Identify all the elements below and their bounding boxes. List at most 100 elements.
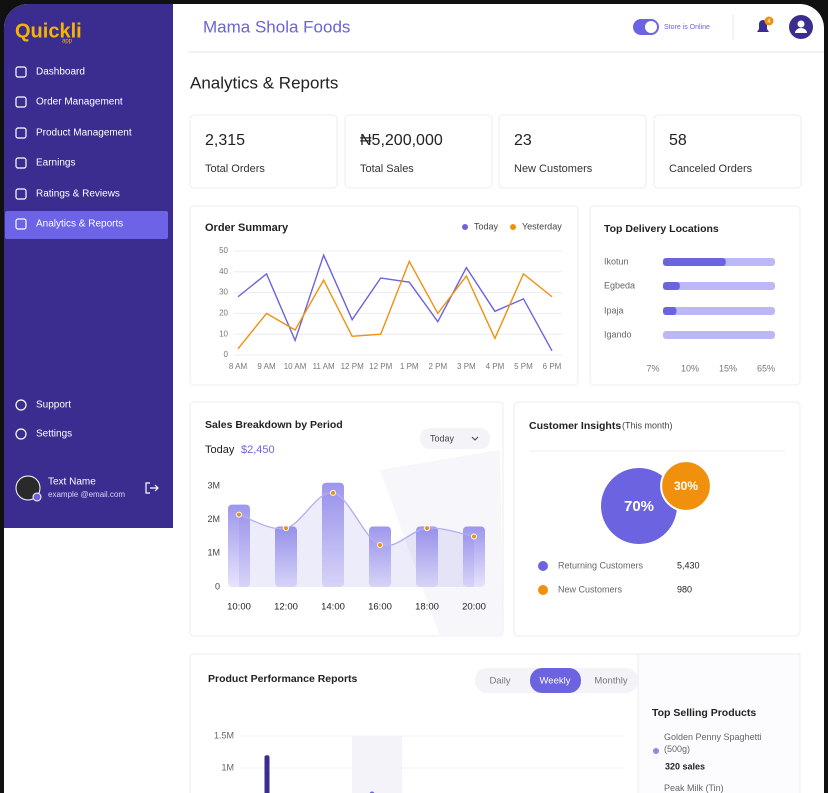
- menu-icon: [15, 188, 27, 200]
- x-tick-label: 11 AM: [313, 362, 335, 371]
- chart-subtitle: (This month): [622, 420, 673, 430]
- stat-value: ₦5,200,000: [360, 132, 443, 149]
- item-sales: 320 sales: [665, 761, 705, 771]
- item-dot: [653, 748, 659, 754]
- stat-card: [344, 114, 493, 189]
- menu-item[interactable]: Settings: [36, 429, 72, 440]
- stat-label: Total Sales: [360, 163, 414, 175]
- legend-dot: [538, 561, 548, 571]
- tab[interactable]: Daily: [489, 676, 510, 687]
- tab-active: [530, 668, 581, 693]
- x-tick-label: 12 PM: [369, 362, 392, 371]
- period-dropdown[interactable]: [420, 428, 490, 449]
- trend-dot: [330, 489, 336, 496]
- stat-value: 58: [669, 132, 687, 149]
- trend-dot: [471, 533, 477, 540]
- legend-label: Returning Customers: [558, 560, 644, 570]
- y-tick-label: 1M: [221, 762, 234, 772]
- verified-badge: [32, 492, 42, 502]
- stat-card: [653, 114, 802, 189]
- x-tick-label: 9 AM: [257, 362, 276, 371]
- chart-title: Product Performance Reports: [208, 673, 358, 685]
- period-total: $2,450: [241, 444, 275, 456]
- legend-dot: [538, 585, 548, 595]
- item-name: Peak Milk (Tin): [664, 783, 724, 793]
- delivery-card: [589, 205, 801, 386]
- x-tick-label: 14:00: [321, 602, 345, 613]
- menu-icon: [15, 157, 27, 169]
- x-tick-label: 15%: [719, 363, 737, 373]
- profile-body: [795, 28, 807, 33]
- user-name: Text Name: [48, 477, 96, 488]
- legend-label: New Customers: [558, 584, 623, 594]
- trend-dot: [377, 541, 383, 548]
- location-label: Ipaja: [604, 305, 624, 315]
- menu-item[interactable]: Earnings: [36, 158, 75, 169]
- bubble: [660, 460, 712, 512]
- bar: [228, 504, 250, 587]
- legend-dot: [462, 224, 468, 230]
- menu-icon: [15, 96, 27, 108]
- active-menu-bg: [5, 211, 168, 239]
- menu-icon: [15, 399, 27, 411]
- page-title: Analytics & Reports: [190, 73, 338, 92]
- location-label: Ikotun: [604, 256, 629, 266]
- trend-dot: [283, 525, 289, 532]
- x-tick-label: 3 PM: [457, 362, 476, 371]
- menu-item[interactable]: Product Management: [36, 128, 132, 139]
- stat-label: New Customers: [514, 163, 593, 175]
- menu-icon: [15, 428, 27, 440]
- x-tick-label: 10%: [681, 363, 699, 373]
- tab[interactable]: Weekly: [540, 676, 571, 687]
- bubble: [601, 468, 677, 544]
- y-tick-label: 50: [219, 246, 228, 255]
- stat-label: Total Orders: [205, 163, 265, 175]
- bar: [663, 258, 726, 266]
- x-tick-label: 18:00: [415, 602, 439, 613]
- menu-item[interactable]: Support: [36, 400, 71, 411]
- dropdown-chevron: [471, 436, 479, 441]
- y-tick-label: 10: [219, 329, 228, 338]
- y-tick-label: 30: [219, 288, 228, 297]
- menu-item[interactable]: Dashboard: [36, 67, 85, 78]
- x-tick-label: 10 AM: [284, 362, 307, 371]
- menu-item[interactable]: Ratings & Reviews: [36, 189, 120, 200]
- y-tick-label: 1.5M: [214, 730, 234, 740]
- bar: [463, 526, 485, 587]
- chart-title: Top Delivery Locations: [604, 223, 719, 235]
- y-tick-label: 0: [215, 581, 220, 591]
- decor-shape: [380, 450, 503, 636]
- toggle-knob: [645, 21, 657, 33]
- legend-label: Today: [474, 221, 499, 231]
- tab[interactable]: Monthly: [594, 676, 628, 687]
- menu-item[interactable]: Analytics & Reports: [36, 219, 123, 230]
- store-status: Store is Online: [664, 24, 710, 31]
- bar: [264, 755, 270, 793]
- menu-icon: [15, 66, 27, 78]
- menu-item[interactable]: Order Management: [36, 97, 123, 108]
- bar: [416, 526, 438, 587]
- store-name: Mama Shola Foods: [203, 17, 350, 36]
- period-label: Today: [205, 444, 235, 456]
- bar: [275, 526, 297, 587]
- legend-label: Yesterday: [522, 221, 562, 231]
- bar-track: [663, 282, 775, 290]
- y-tick-label: 20: [219, 309, 228, 318]
- trend-area: [239, 492, 474, 587]
- chart-title: Sales Breakdown by Period: [205, 419, 343, 431]
- x-tick-label: 8 AM: [229, 362, 248, 371]
- profile-head: [797, 20, 805, 28]
- logo: Quickli: [15, 20, 82, 42]
- data-line: [237, 253, 553, 352]
- item-name-box: Peak Milk (Tin): [664, 783, 724, 793]
- chart-title: Customer Insights: [529, 420, 621, 432]
- top-selling-panel: [637, 653, 801, 793]
- data-line: [237, 259, 553, 350]
- trend-dot: [424, 525, 430, 532]
- dropdown-label: Today: [430, 433, 455, 443]
- x-tick-label: 1 PM: [400, 362, 419, 371]
- user-email: example @email.com: [48, 490, 125, 499]
- bar: [663, 282, 680, 290]
